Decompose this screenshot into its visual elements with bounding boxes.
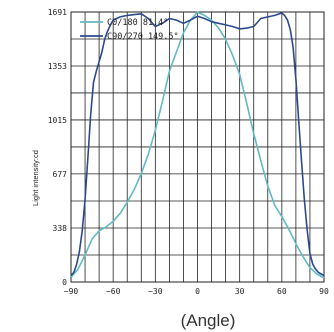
series-lines	[70, 11, 325, 279]
x-tick-label: 90	[319, 287, 329, 296]
x-tick-label: −90	[64, 287, 79, 296]
x-tick-label: 30	[235, 287, 245, 296]
legend-label: C0/180 81.4°	[107, 18, 168, 28]
x-tick-label: 60	[277, 287, 287, 296]
tick-labels: 0 338 677 1015 1353 1691 −90 −60 −30 0 30 60 90	[48, 8, 329, 296]
y-tick-label: 1691	[48, 8, 67, 17]
series-line-1	[70, 11, 325, 279]
legend-label: C90/270 149.5°	[107, 32, 179, 42]
x-tick-label: 0	[195, 287, 200, 296]
y-tick-label: 677	[53, 170, 68, 179]
grid	[70, 11, 325, 283]
series-line-2	[70, 12, 325, 277]
x-tick-label: −30	[148, 287, 163, 296]
y-tick-label: 1015	[48, 116, 67, 125]
legend: C0/180 81.4° C90/270 149.5°	[80, 18, 179, 42]
y-tick-label: 1353	[48, 62, 67, 71]
y-tick-label: 338	[53, 224, 68, 233]
y-axis-label: Light intensity:cd	[31, 150, 40, 206]
y-tick-label: 0	[62, 278, 67, 287]
x-axis-label: (Angle)	[181, 311, 236, 330]
x-tick-label: −60	[106, 287, 121, 296]
